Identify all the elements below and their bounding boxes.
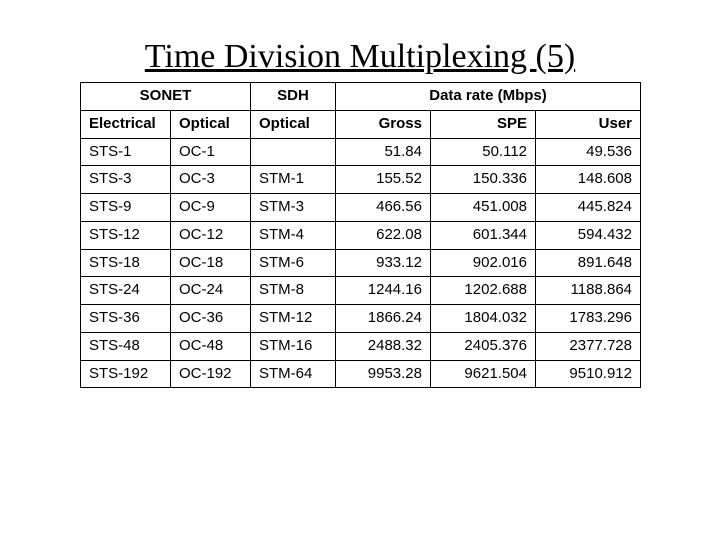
- table-header-group-row: SONET SDH Data rate (Mbps): [81, 83, 641, 111]
- cell-optical-sonet: OC-36: [171, 305, 251, 333]
- table-row: STS-12 OC-12 STM-4 622.08 601.344 594.43…: [81, 221, 641, 249]
- cell-spe: 451.008: [431, 194, 536, 222]
- cell-optical-sdh: STM-1: [251, 166, 336, 194]
- cell-user: 49.536: [536, 138, 641, 166]
- cell-gross: 1866.24: [336, 305, 431, 333]
- table-row: STS-36 OC-36 STM-12 1866.24 1804.032 178…: [81, 305, 641, 333]
- cell-spe: 902.016: [431, 249, 536, 277]
- cell-spe: 601.344: [431, 221, 536, 249]
- header-data-rate: Data rate (Mbps): [336, 83, 641, 111]
- col-gross: Gross: [336, 110, 431, 138]
- cell-spe: 1804.032: [431, 305, 536, 333]
- cell-optical-sdh: [251, 138, 336, 166]
- cell-optical-sonet: OC-1: [171, 138, 251, 166]
- rates-table-wrap: SONET SDH Data rate (Mbps) Electrical Op…: [80, 82, 640, 388]
- cell-spe: 9621.504: [431, 360, 536, 388]
- cell-optical-sonet: OC-12: [171, 221, 251, 249]
- col-optical-sonet: Optical: [171, 110, 251, 138]
- page-title: Time Division Multiplexing (5): [0, 38, 720, 76]
- cell-user: 1783.296: [536, 305, 641, 333]
- cell-optical-sonet: OC-9: [171, 194, 251, 222]
- col-spe: SPE: [431, 110, 536, 138]
- cell-optical-sonet: OC-192: [171, 360, 251, 388]
- cell-optical-sdh: STM-16: [251, 332, 336, 360]
- table-row: STS-1 OC-1 51.84 50.112 49.536: [81, 138, 641, 166]
- cell-user: 891.648: [536, 249, 641, 277]
- cell-optical-sonet: OC-48: [171, 332, 251, 360]
- cell-user: 594.432: [536, 221, 641, 249]
- cell-optical-sdh: STM-6: [251, 249, 336, 277]
- table-row: STS-3 OC-3 STM-1 155.52 150.336 148.608: [81, 166, 641, 194]
- cell-user: 445.824: [536, 194, 641, 222]
- cell-gross: 933.12: [336, 249, 431, 277]
- cell-optical-sonet: OC-24: [171, 277, 251, 305]
- cell-gross: 9953.28: [336, 360, 431, 388]
- cell-spe: 150.336: [431, 166, 536, 194]
- table-header-columns-row: Electrical Optical Optical Gross SPE Use…: [81, 110, 641, 138]
- cell-gross: 51.84: [336, 138, 431, 166]
- header-sonet: SONET: [81, 83, 251, 111]
- cell-optical-sdh: STM-8: [251, 277, 336, 305]
- cell-optical-sdh: STM-12: [251, 305, 336, 333]
- cell-user: 9510.912: [536, 360, 641, 388]
- cell-user: 148.608: [536, 166, 641, 194]
- col-optical-sdh: Optical: [251, 110, 336, 138]
- slide: Time Division Multiplexing (5) SONET SDH…: [0, 0, 720, 540]
- table-row: STS-9 OC-9 STM-3 466.56 451.008 445.824: [81, 194, 641, 222]
- cell-electrical: STS-3: [81, 166, 171, 194]
- cell-optical-sdh: STM-64: [251, 360, 336, 388]
- cell-optical-sdh: STM-3: [251, 194, 336, 222]
- cell-spe: 2405.376: [431, 332, 536, 360]
- cell-electrical: STS-36: [81, 305, 171, 333]
- cell-electrical: STS-48: [81, 332, 171, 360]
- table-row: STS-24 OC-24 STM-8 1244.16 1202.688 1188…: [81, 277, 641, 305]
- cell-electrical: STS-18: [81, 249, 171, 277]
- rates-table: SONET SDH Data rate (Mbps) Electrical Op…: [80, 82, 641, 388]
- cell-gross: 1244.16: [336, 277, 431, 305]
- cell-electrical: STS-1: [81, 138, 171, 166]
- col-electrical: Electrical: [81, 110, 171, 138]
- table-row: STS-192 OC-192 STM-64 9953.28 9621.504 9…: [81, 360, 641, 388]
- cell-electrical: STS-12: [81, 221, 171, 249]
- col-user: User: [536, 110, 641, 138]
- cell-spe: 1202.688: [431, 277, 536, 305]
- cell-user: 1188.864: [536, 277, 641, 305]
- cell-spe: 50.112: [431, 138, 536, 166]
- cell-optical-sdh: STM-4: [251, 221, 336, 249]
- cell-gross: 2488.32: [336, 332, 431, 360]
- table-body: STS-1 OC-1 51.84 50.112 49.536 STS-3 OC-…: [81, 138, 641, 388]
- table-row: STS-18 OC-18 STM-6 933.12 902.016 891.64…: [81, 249, 641, 277]
- header-sdh: SDH: [251, 83, 336, 111]
- cell-electrical: STS-192: [81, 360, 171, 388]
- cell-optical-sonet: OC-3: [171, 166, 251, 194]
- cell-electrical: STS-9: [81, 194, 171, 222]
- cell-optical-sonet: OC-18: [171, 249, 251, 277]
- cell-electrical: STS-24: [81, 277, 171, 305]
- cell-gross: 466.56: [336, 194, 431, 222]
- cell-user: 2377.728: [536, 332, 641, 360]
- cell-gross: 622.08: [336, 221, 431, 249]
- table-row: STS-48 OC-48 STM-16 2488.32 2405.376 237…: [81, 332, 641, 360]
- cell-gross: 155.52: [336, 166, 431, 194]
